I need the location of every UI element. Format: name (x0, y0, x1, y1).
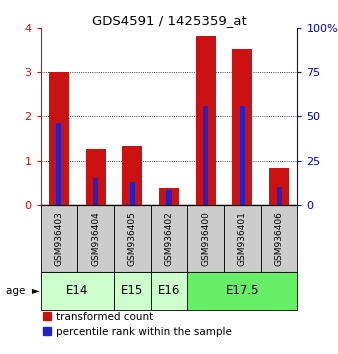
Title: GDS4591 / 1425359_at: GDS4591 / 1425359_at (92, 14, 246, 27)
Bar (77, 205, 114, 272)
Bar (187, 272, 297, 310)
Bar (122, 147, 142, 205)
Text: GSM936401: GSM936401 (238, 211, 247, 266)
Text: GSM936406: GSM936406 (274, 211, 284, 266)
Bar (41, 272, 114, 310)
Bar (276, 187, 282, 205)
Bar (114, 272, 151, 310)
Text: E15: E15 (121, 285, 143, 297)
Bar (56, 124, 62, 205)
Bar (86, 149, 106, 205)
Bar (196, 36, 216, 205)
Bar (167, 190, 171, 205)
Bar (114, 205, 151, 272)
Bar (261, 205, 297, 272)
Bar (93, 178, 98, 205)
Bar (224, 205, 261, 272)
Legend: transformed count, percentile rank within the sample: transformed count, percentile rank withi… (42, 311, 233, 338)
Text: GSM936402: GSM936402 (165, 211, 173, 266)
Text: age  ►: age ► (6, 286, 40, 296)
Bar (151, 272, 187, 310)
Bar (159, 188, 179, 205)
Text: E14: E14 (66, 285, 89, 297)
Text: GSM936404: GSM936404 (91, 211, 100, 266)
Bar (240, 106, 245, 205)
Bar (187, 205, 224, 272)
Text: GSM936403: GSM936403 (54, 211, 64, 266)
Bar (151, 205, 187, 272)
Bar (269, 169, 289, 205)
Text: E17.5: E17.5 (226, 285, 259, 297)
Bar (49, 72, 69, 205)
Text: E16: E16 (158, 285, 180, 297)
Text: GSM936405: GSM936405 (128, 211, 137, 266)
Bar (232, 50, 252, 205)
Bar (130, 182, 135, 205)
Text: GSM936400: GSM936400 (201, 211, 210, 266)
Bar (203, 106, 208, 205)
Bar (41, 205, 77, 272)
